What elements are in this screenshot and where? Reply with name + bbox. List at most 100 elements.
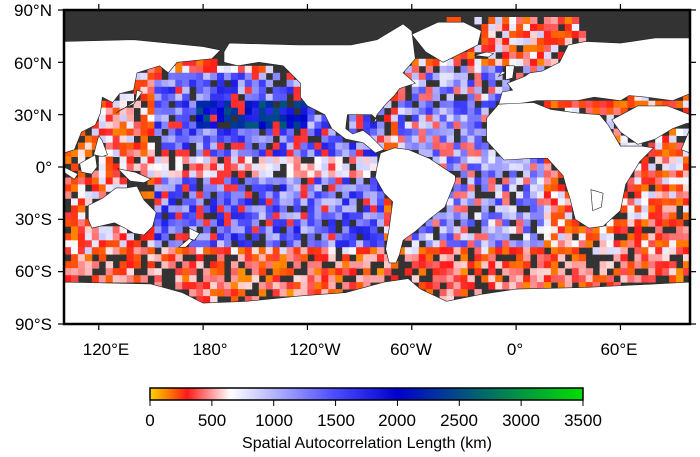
grid-cell	[495, 65, 503, 74]
grid-cell	[662, 240, 670, 248]
grid-cell	[648, 149, 656, 157]
grid-cell	[258, 212, 267, 220]
grid-cell	[467, 107, 475, 116]
grid-cell	[641, 156, 649, 164]
grid-cell	[502, 247, 510, 255]
grid-cell	[314, 254, 322, 262]
grid-cell	[300, 289, 308, 297]
grid-cell	[453, 121, 461, 129]
grid-cell	[203, 163, 211, 171]
grid-cell	[161, 121, 169, 129]
grid-cell	[523, 37, 531, 46]
grid-cell	[411, 233, 420, 241]
grid-cell	[161, 205, 169, 213]
grid-cell	[648, 163, 656, 171]
grid-cell	[571, 100, 580, 109]
grid-cell	[91, 275, 100, 283]
grid-cell	[335, 198, 343, 206]
grid-cell	[112, 240, 121, 248]
grid-cell	[620, 219, 628, 227]
grid-cell	[516, 37, 524, 46]
grid-cell	[641, 261, 649, 269]
grid-cell	[599, 261, 607, 269]
grid-cell	[655, 254, 663, 262]
grid-cell	[272, 142, 281, 150]
grid-cell	[293, 163, 301, 171]
grid-cell	[571, 275, 580, 283]
grid-cell	[446, 100, 454, 109]
grid-cell	[411, 142, 420, 150]
grid-cell	[446, 65, 454, 74]
grid-cell	[488, 17, 496, 25]
grid-cell	[203, 184, 211, 192]
grid-cell	[411, 121, 420, 129]
grid-cell	[279, 121, 287, 129]
grid-cell	[300, 100, 308, 109]
grid-cell	[599, 233, 607, 241]
grid-cell	[495, 219, 503, 227]
grid-cell	[175, 275, 183, 283]
grid-cell	[620, 198, 628, 206]
grid-cell	[196, 212, 204, 220]
grid-cell	[154, 205, 162, 213]
grid-cell	[683, 170, 690, 178]
grid-cell	[550, 191, 559, 199]
grid-cell	[550, 219, 559, 227]
grid-cell	[474, 289, 482, 297]
grid-cell	[550, 17, 559, 25]
grid-cell	[411, 65, 420, 74]
grid-cell	[571, 247, 580, 255]
grid-cell	[453, 17, 461, 25]
grid-cell	[516, 247, 524, 255]
grid-cell	[133, 149, 141, 157]
grid-cell	[84, 254, 93, 262]
grid-cell	[126, 107, 134, 116]
grid-cell	[446, 212, 454, 220]
grid-cell	[251, 100, 260, 109]
grid-cell	[300, 128, 308, 136]
grid-cell	[230, 198, 239, 206]
grid-cell	[230, 184, 239, 192]
grid-cell	[328, 282, 336, 290]
grid-cell	[537, 184, 545, 192]
grid-cell	[349, 149, 357, 157]
grid-cell	[140, 114, 148, 123]
grid-cell	[453, 226, 461, 234]
grid-cell	[488, 72, 496, 81]
grid-cell	[460, 114, 468, 123]
grid-cell	[203, 282, 211, 290]
grid-cell	[84, 142, 93, 150]
grid-cell	[453, 212, 461, 220]
grid-cell	[182, 268, 190, 276]
grid-cell	[119, 233, 127, 241]
grid-cell	[488, 184, 496, 192]
grid-cell	[64, 268, 72, 276]
grid-cell	[279, 93, 287, 102]
lat-label-30s: 30°S	[15, 210, 52, 229]
grid-cell	[196, 79, 204, 88]
grid-cell	[557, 51, 566, 60]
grid-cell	[119, 135, 127, 143]
grid-cell	[210, 72, 218, 81]
grid-cell	[509, 184, 517, 192]
grid-cell	[217, 184, 225, 192]
grid-cell	[307, 212, 315, 220]
grid-cell	[258, 198, 267, 206]
grid-cell	[237, 149, 246, 157]
grid-cell	[537, 275, 545, 283]
grid-cell	[620, 135, 628, 143]
grid-cell	[244, 149, 253, 157]
grid-cell	[488, 240, 496, 248]
grid-cell	[474, 17, 482, 25]
grid-cell	[321, 289, 329, 297]
grid-cell	[564, 37, 573, 46]
grid-cell	[314, 163, 322, 171]
grid-cell	[648, 240, 656, 248]
grid-cell	[530, 163, 538, 171]
grid-cell	[328, 205, 336, 213]
grid-cell	[230, 177, 239, 185]
grid-cell	[557, 184, 566, 192]
grid-cell	[676, 247, 684, 255]
grid-cell	[349, 198, 357, 206]
grid-cell	[189, 163, 197, 171]
